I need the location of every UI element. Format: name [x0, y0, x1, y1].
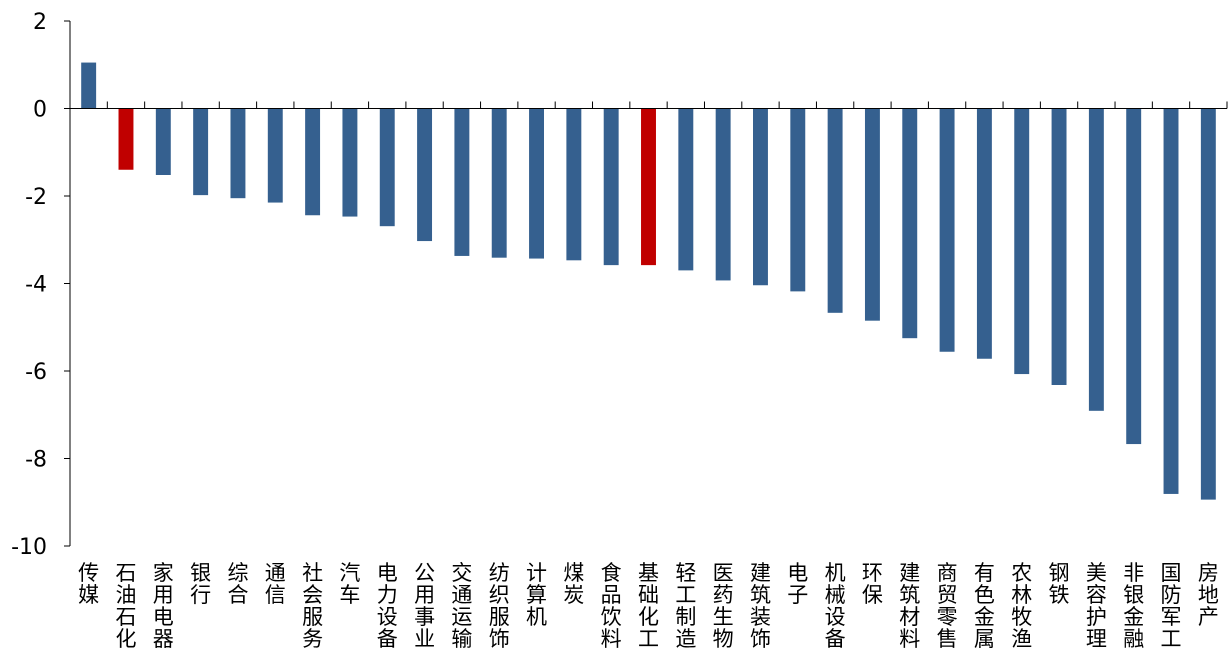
bar-9 — [379, 108, 395, 227]
bar-16 — [641, 108, 656, 266]
bar-26 — [1014, 108, 1030, 375]
category-label-1: 传媒 — [78, 561, 99, 607]
category-label-20: 电子 — [787, 561, 808, 607]
bar-17 — [678, 108, 694, 271]
y-tick-label: 0 — [33, 98, 47, 123]
bar-8 — [342, 108, 358, 217]
bar-18 — [715, 108, 731, 281]
bar-15 — [603, 108, 619, 266]
bar-6 — [267, 108, 283, 203]
category-label-23: 建筑材料 — [899, 561, 920, 651]
category-label-26: 农林牧渔 — [1011, 561, 1032, 651]
category-label-21: 机械设备 — [825, 561, 846, 651]
bar-21 — [827, 108, 843, 313]
category-label-9: 电力设备 — [377, 561, 398, 651]
bar-5 — [230, 108, 246, 199]
category-label-14: 煤炭 — [563, 561, 584, 607]
category-label-11: 交通运输 — [451, 561, 472, 651]
bar-30 — [1163, 108, 1179, 494]
y-tick-label: -10 — [11, 535, 47, 560]
category-label-5: 综合 — [227, 561, 248, 607]
bar-29 — [1126, 108, 1142, 445]
category-label-4: 银行 — [190, 561, 211, 607]
x-axis — [69, 101, 1228, 109]
category-label-17: 轻工制造 — [675, 561, 696, 651]
category-label-30: 国防军工 — [1161, 561, 1182, 651]
category-label-12: 纺织服饰 — [489, 561, 510, 651]
bar-23 — [902, 108, 918, 339]
bars-group — [81, 62, 1216, 500]
bar-13 — [529, 108, 544, 259]
bar-20 — [790, 108, 806, 292]
bar-7 — [305, 108, 321, 216]
bar-3 — [155, 108, 171, 175]
category-label-8: 汽车 — [339, 561, 360, 607]
category-label-29: 非银金融 — [1123, 561, 1144, 651]
category-label-6: 通信 — [265, 561, 286, 607]
bar-2 — [118, 108, 134, 170]
category-label-19: 建筑装饰 — [750, 561, 771, 651]
category-label-18: 医药生物 — [713, 561, 734, 651]
category-label-7: 社会服务 — [302, 561, 323, 651]
category-label-22: 环保 — [862, 561, 883, 607]
y-axis: 2 0 -2 -4 -6 -8 -10 — [11, 10, 71, 560]
y-tick-label: -8 — [25, 448, 47, 473]
category-label-13: 计算机 — [526, 561, 547, 629]
category-label-16: 基础化工 — [638, 561, 659, 651]
category-label-2: 石油石化 — [115, 561, 136, 651]
bar-10 — [417, 108, 433, 242]
category-label-27: 钢铁 — [1049, 561, 1070, 607]
bar-24 — [939, 108, 955, 352]
category-label-15: 食品饮料 — [601, 561, 622, 651]
y-tick-label: -2 — [25, 185, 47, 210]
y-tick-label: -6 — [25, 360, 47, 385]
category-label-28: 美容护理 — [1086, 561, 1107, 651]
category-label-3: 家用电器 — [153, 561, 174, 651]
category-label-10: 公用事业 — [414, 561, 435, 651]
bar-14 — [566, 108, 582, 261]
bar-25 — [976, 108, 992, 359]
bar-11 — [454, 108, 470, 256]
category-labels: 传媒石油石化家用电器银行综合通信社会服务汽车电力设备公用事业交通运输纺织服饰计算… — [78, 561, 1219, 651]
category-label-31: 房地产 — [1198, 561, 1219, 629]
bar-12 — [491, 108, 507, 258]
y-tick-label: 2 — [33, 10, 47, 35]
bar-1 — [81, 62, 97, 109]
bar-28 — [1088, 108, 1104, 411]
y-tick-label: -4 — [25, 273, 47, 298]
bar-22 — [864, 108, 880, 321]
bar-31 — [1200, 108, 1216, 500]
bar-27 — [1051, 108, 1067, 385]
category-label-25: 有色金属 — [974, 561, 995, 651]
bar-4 — [193, 108, 209, 196]
category-label-24: 商贸零售 — [937, 561, 958, 651]
bar-19 — [753, 108, 768, 286]
